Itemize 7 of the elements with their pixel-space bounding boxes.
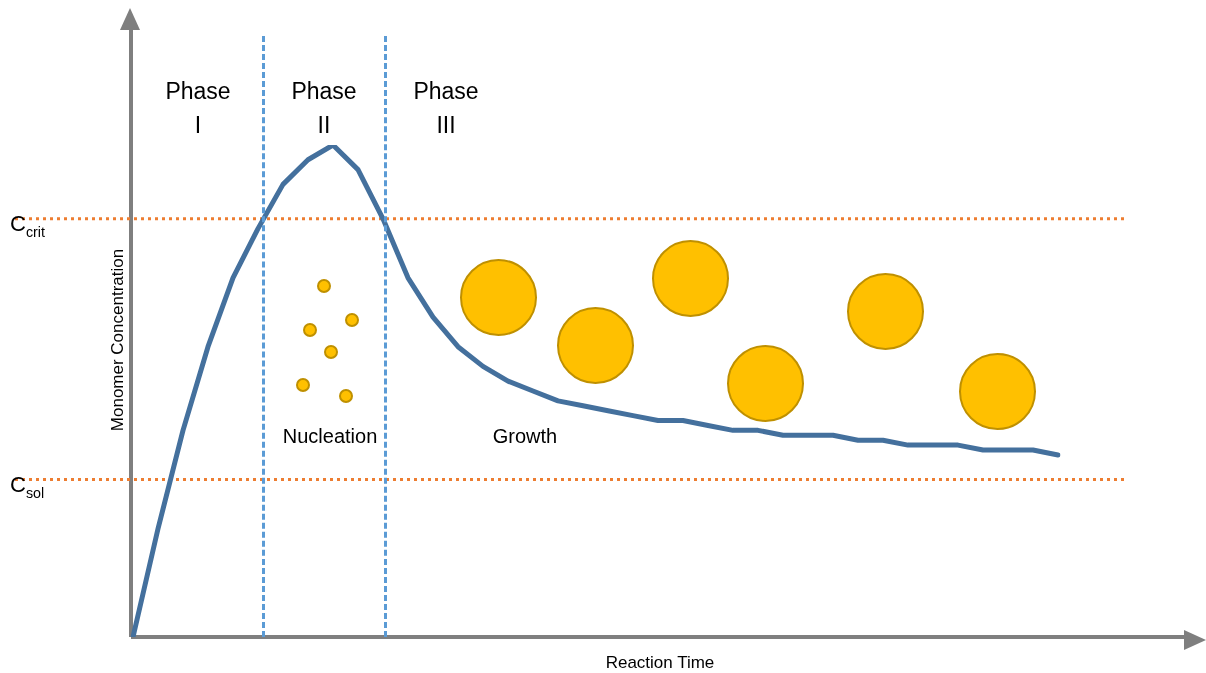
text: Phase II <box>291 78 357 139</box>
annotation: Growth <box>492 424 558 447</box>
text: Phase III <box>413 78 479 139</box>
y-axis-title: Monomer Concentration <box>107 248 127 432</box>
annotation: Nucleation <box>282 424 378 447</box>
x-axis-title: Reaction Time <box>605 652 715 672</box>
text: Phase I <box>165 78 231 139</box>
